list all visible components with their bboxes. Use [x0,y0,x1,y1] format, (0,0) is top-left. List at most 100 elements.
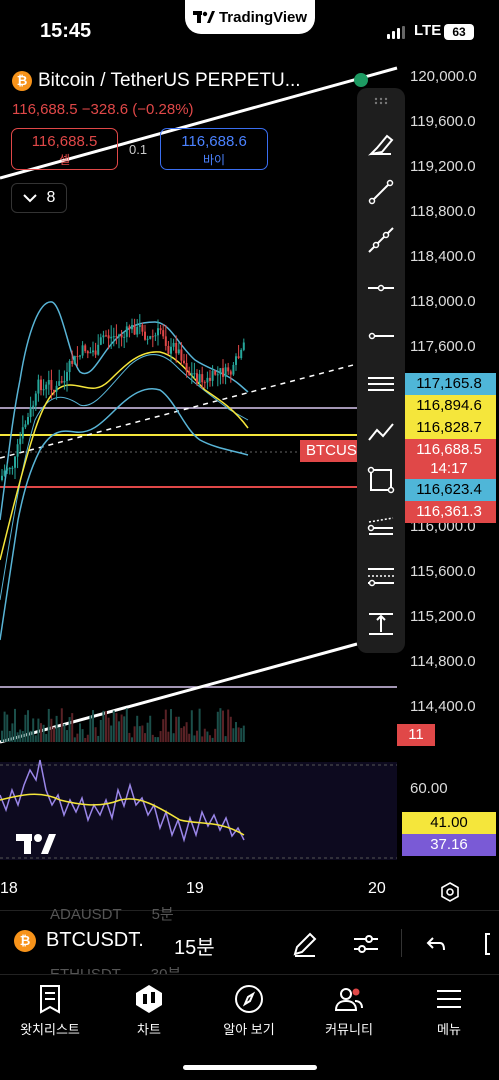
ghost-symbol: ADAUSDT [50,906,122,923]
candle-body [170,346,172,354]
candle-body [6,468,9,471]
volume-bar [73,737,76,742]
tab-community[interactable]: 커뮤니티 [301,983,397,1038]
candle-body [115,336,118,338]
volume-bar [222,710,224,742]
volume-bar [162,719,165,742]
status-time: 15:45 [40,20,92,42]
settings-hexagon-icon[interactable] [440,882,460,902]
tab-chart[interactable]: 차트 [101,983,197,1038]
buy-label: 바이 [202,153,226,167]
path-tool[interactable] [365,416,397,448]
candle-body [159,328,162,331]
trendline-tool[interactable] [365,176,397,208]
volume-bar [19,729,22,742]
candle-body [237,356,240,359]
indicators-toggle-button[interactable]: 8 [11,183,67,213]
volume-tag: 11 [397,724,435,746]
volume-bar [24,714,27,742]
parallel-channel-tool[interactable] [365,368,397,400]
chart-icon [136,985,162,1013]
volume-bars [1,708,245,742]
volume-bar [27,710,29,742]
home-indicator [183,1065,317,1070]
price-axis-label: 120,000.0 [410,68,477,85]
volume-bar [11,723,14,742]
candle-body [180,349,183,361]
rectangle-tool[interactable] [365,464,397,496]
symbol-selector[interactable]: ₿ BTCUSDT. [14,929,144,952]
candle-body [29,407,32,418]
price-change: 116,688.5 −328.6 (−0.28%) [12,101,194,118]
volume-bar [120,714,123,742]
ghost-row: ADAUSDT 5분 [50,903,174,924]
volume-bar [190,710,193,742]
volume-bar [235,722,237,742]
volume-bar [242,725,245,742]
highlighter-tool[interactable] [365,128,397,160]
rsi-line [0,759,245,843]
volume-bar [211,737,214,742]
tab-label: 왓치리스트 [20,1022,80,1037]
volume-bar [29,730,32,742]
undo-button[interactable] [419,927,453,961]
candle-body [42,389,45,391]
interval-selector[interactable]: 15분 [174,937,215,959]
fullscreen-icon [485,933,490,955]
sell-button[interactable]: 116,688.5 셀 [11,128,118,170]
candle-body [154,335,157,337]
path-icon [368,423,394,441]
candle-body [73,356,76,364]
horizontal-ray-right-tool[interactable] [365,320,397,352]
bollinger-lower [0,388,249,641]
candle-body [209,377,211,381]
volume-bar [214,728,217,742]
candle-body [203,382,206,384]
volume-bar [157,737,159,742]
fullscreen-button[interactable] [478,927,499,961]
measure-tool[interactable] [365,608,397,640]
trendline-lower [0,642,358,744]
moving-average [0,351,249,561]
extended-line-tool[interactable] [365,224,397,256]
drawing-tools-button[interactable] [288,927,322,961]
candle-body [141,325,144,332]
drag-handle-icon [374,97,388,105]
tradingview-badge: TradingView [185,0,315,34]
volume-bar [146,722,149,742]
bitcoin-icon: ₿ [12,71,32,91]
volume-bar [128,732,131,742]
volume-bar [115,713,118,742]
horizontal-ray-tool[interactable] [365,272,397,304]
volume-bar [63,723,66,742]
pencil-icon [293,932,317,957]
watchlist-icon [40,985,60,1014]
tab-menu[interactable]: 메뉴 [401,983,497,1038]
tab-explore[interactable]: 알아 보기 [201,983,297,1038]
pitchfork-tool[interactable] [365,512,397,544]
symbol-header[interactable]: ₿ Bitcoin / TetherUS PERPETU... [12,70,301,92]
volume-bar [180,727,183,742]
indicators-button[interactable] [349,927,383,961]
candle-body [81,345,84,356]
symbol-title: Bitcoin / TetherUS PERPETU... [38,70,301,91]
volume-bar [229,716,232,742]
price-axis-label: 115,200.0 [410,608,476,625]
price-chart[interactable] [0,64,499,910]
volume-bar [14,708,16,742]
candle-body [222,368,224,377]
buy-button[interactable]: 116,688.6 바이 [160,128,268,170]
fib-retracement-tool[interactable] [365,560,397,592]
price-tag-last: 116,688.5 [402,439,496,461]
candle-body [112,336,115,338]
candle-body [183,360,185,364]
volume-bar [102,710,105,742]
volume-bar [203,728,206,742]
toolbar-drag-handle[interactable] [365,90,397,112]
candle-body [68,361,71,373]
tab-watchlist[interactable]: 왓치리스트 [2,983,98,1038]
volume-bar [170,709,172,742]
volume-bar [198,708,201,742]
volume-bar [40,723,42,742]
candle-body [66,372,68,381]
